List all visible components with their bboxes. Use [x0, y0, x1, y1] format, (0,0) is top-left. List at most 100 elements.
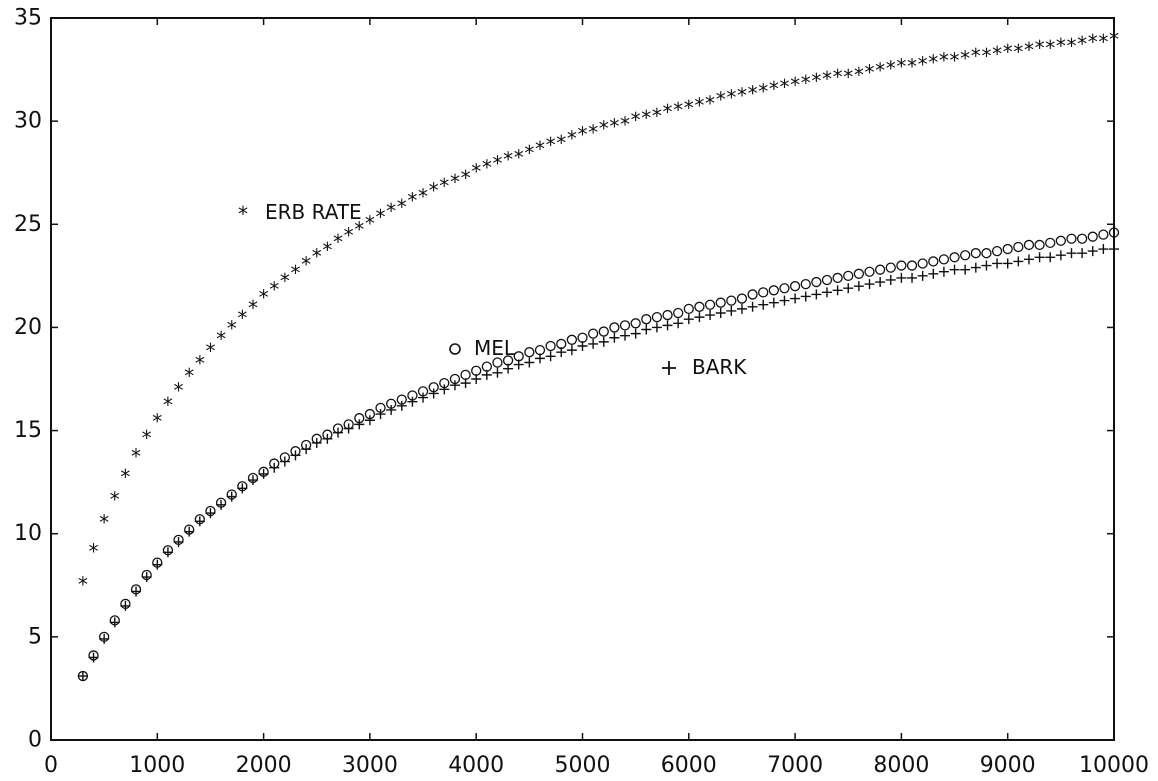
bark-point	[790, 293, 801, 304]
mel-point	[556, 338, 567, 350]
bark-point	[1066, 248, 1077, 259]
erb-rate-point: *	[1077, 32, 1087, 56]
bark-point	[864, 279, 875, 290]
bark-point	[184, 526, 195, 537]
erb-rate-point: *	[407, 189, 417, 213]
bark-point	[258, 468, 269, 479]
erb-rate-point: *	[705, 92, 715, 116]
bark-point	[279, 456, 290, 467]
bark-point	[598, 336, 609, 347]
erb-rate-point: *	[344, 224, 354, 248]
erb-rate-point: *	[205, 339, 215, 363]
erb-rate-point: *	[301, 253, 311, 277]
erb-rate-point: *	[811, 69, 821, 93]
erb-rate-point: *	[939, 48, 949, 72]
erb-rate-point: *	[450, 170, 460, 194]
mel-point	[673, 307, 684, 319]
erb-rate-point: *	[578, 123, 588, 147]
erb-rate-point: *	[1045, 36, 1055, 60]
erb-rate-point: *	[365, 211, 375, 235]
bark-point	[1034, 252, 1045, 263]
mel-point	[534, 344, 546, 356]
erb-rate-point: *	[684, 96, 694, 120]
bark-point	[428, 388, 439, 399]
bark-point	[885, 274, 896, 285]
mel-point	[609, 322, 620, 333]
bark-point	[503, 363, 514, 374]
erb-rate-point: *	[248, 296, 258, 320]
bark-point	[311, 437, 322, 448]
erb-rate-point: *	[726, 85, 736, 109]
erb-rate-point: *	[280, 269, 290, 293]
bark-point	[970, 262, 981, 273]
bark-point	[1045, 252, 1056, 263]
bark-point	[88, 652, 99, 663]
mel-point	[1098, 229, 1109, 240]
mel-point	[928, 256, 939, 267]
erb-rate-point: *	[652, 104, 662, 128]
mel-point	[1087, 231, 1098, 242]
erb-rate-point: *	[492, 151, 502, 175]
bark-point	[131, 586, 142, 597]
mel-point	[736, 293, 748, 304]
bark-point	[205, 508, 216, 519]
bark-point	[758, 299, 769, 310]
erb-rate-point: *	[89, 539, 99, 563]
erb-rate-point: *	[886, 57, 896, 81]
erb-rate-point: *	[833, 65, 843, 89]
erb-rate-point: *	[290, 261, 300, 285]
bark-point	[907, 272, 918, 283]
mel-point	[768, 285, 779, 296]
erb-rate-point: *	[748, 81, 758, 105]
bark-point	[566, 345, 577, 356]
bark-point	[471, 374, 482, 384]
mel-point	[1055, 235, 1066, 246]
bark-point	[141, 572, 152, 583]
mel-point	[651, 311, 663, 323]
mel-point	[991, 245, 1003, 257]
erb-rate-point: *	[78, 572, 88, 596]
mel-point	[885, 262, 896, 273]
bark-point	[290, 450, 301, 461]
bark-point	[77, 671, 88, 682]
x-tick-label: 0	[44, 753, 58, 778]
erb-rate-point: *	[950, 48, 960, 72]
bark-point	[917, 270, 928, 281]
mel-point	[694, 301, 705, 312]
legend-bark-label: BARK	[692, 355, 747, 379]
bark-point	[938, 266, 949, 277]
y-tick-label: 15	[14, 418, 42, 443]
erb-rate-point: *	[439, 174, 449, 198]
erb-rate-point: *	[631, 108, 641, 132]
erb-rate-point: *	[865, 61, 875, 85]
erb-rate-point: *	[896, 55, 906, 79]
bark-point	[333, 427, 344, 438]
erb-rate-point: *	[120, 465, 130, 489]
erb-rate-point: *	[99, 510, 109, 534]
bark-point	[226, 491, 237, 502]
bark-point	[832, 285, 843, 296]
legend-erb-rate-label: ERB RATE	[265, 200, 362, 224]
erb-rate-point: *	[1035, 36, 1045, 60]
erb-rate-point: *	[567, 127, 577, 151]
x-tick-label: 7000	[767, 753, 823, 778]
erb-rate-point: *	[312, 244, 322, 268]
erb-rate-point: *	[928, 50, 938, 74]
y-tick-label: 5	[28, 624, 42, 649]
mel-point	[704, 299, 716, 310]
erb-rate-point: *	[131, 444, 141, 468]
erb-rate-point: *	[524, 141, 534, 165]
erb-rate-point: *	[535, 137, 545, 161]
bark-point	[534, 353, 545, 364]
bark-point	[1055, 250, 1066, 261]
mel-point	[917, 258, 928, 269]
bark-point	[821, 287, 832, 298]
bark-point	[875, 277, 886, 288]
bark-point	[152, 559, 163, 570]
erb-rate-point: *	[1003, 40, 1013, 64]
erb-rate-point: *	[716, 88, 726, 112]
y-tick-label: 35	[14, 6, 42, 31]
erb-rate-point: *	[503, 147, 513, 171]
mel-point	[1002, 243, 1013, 255]
